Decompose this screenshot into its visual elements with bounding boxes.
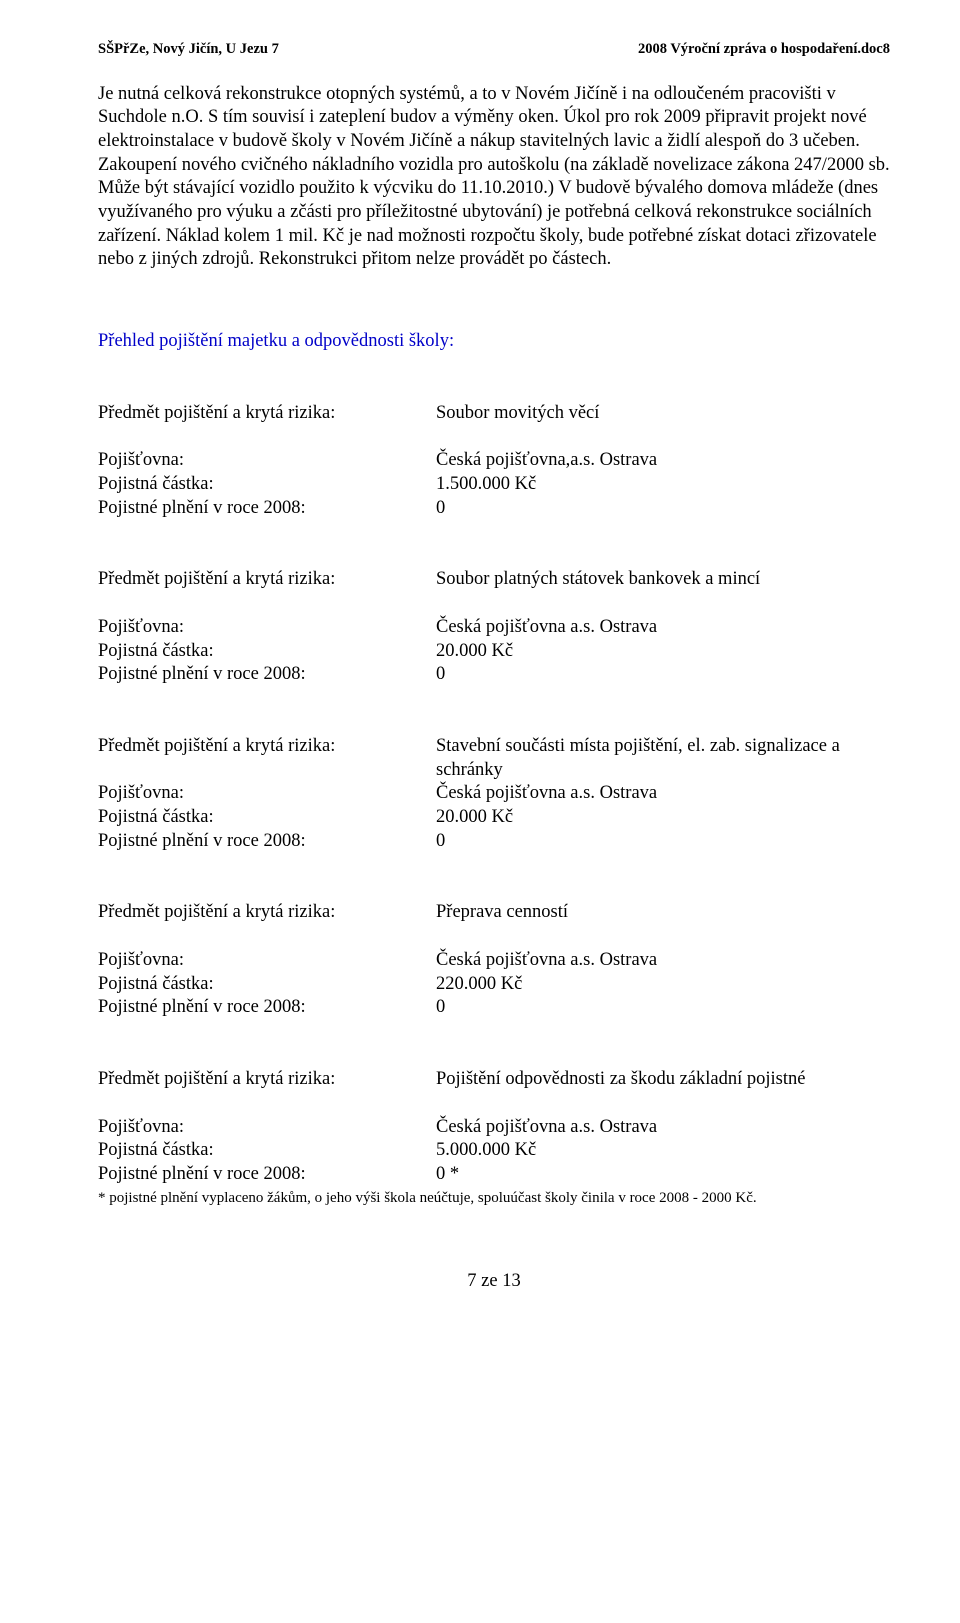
value-amount: 5.000.000 Kč (436, 1139, 890, 1163)
payout-row: Pojistné plnění v roce 2008: 0 (98, 663, 890, 687)
label-insurer: Pojišťovna: (98, 616, 436, 640)
label-insurer: Pojišťovna: (98, 949, 436, 973)
document-page: SŠPřZe, Nový Jičín, U Jezu 7 2008 Výročn… (0, 0, 960, 1344)
value-insurer: Česká pojišťovna a.s. Ostrava (436, 616, 890, 640)
subject-row: Předmět pojištění a krytá rizika: Pojišt… (98, 1068, 890, 1092)
label-amount: Pojistná částka: (98, 473, 436, 497)
label-subject: Předmět pojištění a krytá rizika: (98, 901, 436, 925)
insurer-row: Pojišťovna: Česká pojišťovna a.s. Ostrav… (98, 949, 890, 973)
amount-row: Pojistná částka: 20.000 Kč (98, 806, 890, 830)
footnote-text: * pojistné plnění vyplaceno žákům, o jeh… (98, 1189, 890, 1208)
page-number: 7 ze 13 (98, 1270, 890, 1294)
label-amount: Pojistná částka: (98, 973, 436, 997)
value-amount: 20.000 Kč (436, 640, 890, 664)
insurance-block: Předmět pojištění a krytá rizika: Soubor… (98, 568, 890, 687)
value-amount: 220.000 Kč (436, 973, 890, 997)
payout-row: Pojistné plnění v roce 2008: 0 (98, 497, 890, 521)
value-amount: 20.000 Kč (436, 806, 890, 830)
value-insurer: Česká pojišťovna a.s. Ostrava (436, 1116, 890, 1140)
label-subject: Předmět pojištění a krytá rizika: (98, 1068, 436, 1092)
value-insurer: Česká pojišťovna a.s. Ostrava (436, 782, 890, 806)
payout-row: Pojistné plnění v roce 2008: 0 (98, 830, 890, 854)
label-subject: Předmět pojištění a krytá rizika: (98, 735, 436, 782)
header-left: SŠPřZe, Nový Jičín, U Jezu 7 (98, 40, 279, 59)
subject-row: Předmět pojištění a krytá rizika: Soubor… (98, 402, 890, 426)
label-payout: Pojistné plnění v roce 2008: (98, 830, 436, 854)
header-right: 2008 Výroční zpráva o hospodaření.doc8 (638, 40, 890, 59)
label-insurer: Pojišťovna: (98, 782, 436, 806)
insurance-block: Předmět pojištění a krytá rizika: Staveb… (98, 735, 890, 853)
paragraph-text: Je nutná celková rekonstrukce otopných s… (98, 83, 890, 272)
value-subject: Stavební součásti místa pojištění, el. z… (436, 735, 890, 782)
payout-row: Pojistné plnění v roce 2008: 0 * (98, 1163, 890, 1187)
value-insurer: Česká pojišťovna,a.s. Ostrava (436, 449, 890, 473)
label-amount: Pojistná částka: (98, 640, 436, 664)
value-payout: 0 * (436, 1163, 890, 1187)
amount-row: Pojistná částka: 1.500.000 Kč (98, 473, 890, 497)
page-header: SŠPřZe, Nový Jičín, U Jezu 7 2008 Výročn… (98, 40, 890, 59)
value-subject: Soubor platných státovek bankovek a minc… (436, 568, 890, 592)
label-insurer: Pojišťovna: (98, 449, 436, 473)
subject-row: Předmět pojištění a krytá rizika: Soubor… (98, 568, 890, 592)
amount-row: Pojistná částka: 5.000.000 Kč (98, 1139, 890, 1163)
label-payout: Pojistné plnění v roce 2008: (98, 996, 436, 1020)
subject-row: Předmět pojištění a krytá rizika: Přepra… (98, 901, 890, 925)
label-insurer: Pojišťovna: (98, 1116, 436, 1140)
value-subject: Soubor movitých věcí (436, 402, 890, 426)
subject-row: Předmět pojištění a krytá rizika: Staveb… (98, 735, 890, 782)
insurer-row: Pojišťovna: Česká pojišťovna a.s. Ostrav… (98, 1116, 890, 1140)
insurer-row: Pojišťovna: Česká pojišťovna a.s. Ostrav… (98, 616, 890, 640)
value-payout: 0 (436, 497, 890, 521)
insurer-row: Pojišťovna: Česká pojišťovna a.s. Ostrav… (98, 782, 890, 806)
value-payout: 0 (436, 996, 890, 1020)
label-subject: Předmět pojištění a krytá rizika: (98, 568, 436, 592)
label-subject: Předmět pojištění a krytá rizika: (98, 402, 436, 426)
amount-row: Pojistná částka: 20.000 Kč (98, 640, 890, 664)
insurance-block: Předmět pojištění a krytá rizika: Soubor… (98, 402, 890, 521)
label-payout: Pojistné plnění v roce 2008: (98, 497, 436, 521)
payout-row: Pojistné plnění v roce 2008: 0 (98, 996, 890, 1020)
value-subject: Pojištění odpovědnosti za škodu základní… (436, 1068, 890, 1092)
insurance-block: Předmět pojištění a krytá rizika: Přepra… (98, 901, 890, 1020)
value-amount: 1.500.000 Kč (436, 473, 890, 497)
label-amount: Pojistná částka: (98, 806, 436, 830)
section-heading: Přehled pojištění majetku a odpovědnosti… (98, 330, 890, 354)
label-payout: Pojistné plnění v roce 2008: (98, 1163, 436, 1187)
value-subject: Přeprava cenností (436, 901, 890, 925)
amount-row: Pojistná částka: 220.000 Kč (98, 973, 890, 997)
insurance-block: Předmět pojištění a krytá rizika: Pojišt… (98, 1068, 890, 1208)
label-payout: Pojistné plnění v roce 2008: (98, 663, 436, 687)
label-amount: Pojistná částka: (98, 1139, 436, 1163)
value-payout: 0 (436, 663, 890, 687)
body-paragraph: Je nutná celková rekonstrukce otopných s… (98, 83, 890, 272)
value-payout: 0 (436, 830, 890, 854)
insurer-row: Pojišťovna: Česká pojišťovna,a.s. Ostrav… (98, 449, 890, 473)
value-insurer: Česká pojišťovna a.s. Ostrava (436, 949, 890, 973)
